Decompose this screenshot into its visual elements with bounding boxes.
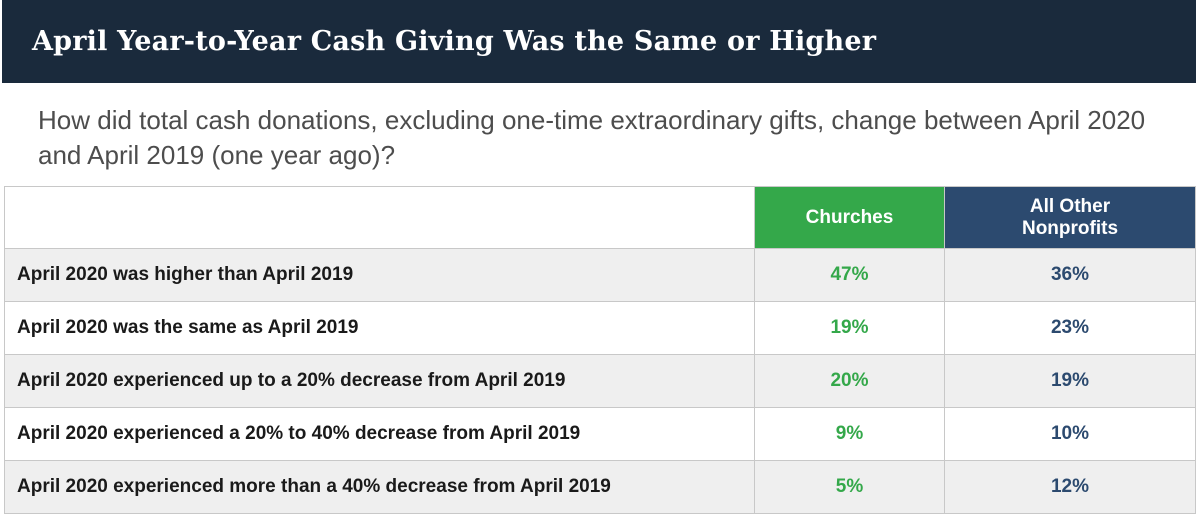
row-label: April 2020 was the same as April 2019 (4, 301, 755, 355)
row-label: April 2020 was higher than April 2019 (4, 248, 755, 302)
churches-value: 19% (754, 301, 945, 355)
nonprofits-value: 36% (944, 248, 1196, 302)
chart-subtitle: How did total cash donations, excluding … (38, 105, 1146, 170)
table-row: April 2020 experienced up to a 20% decre… (4, 354, 1196, 408)
row-label: April 2020 experienced a 20% to 40% decr… (4, 407, 755, 461)
header-churches: Churches (754, 186, 945, 249)
header-nonprofits: All Other Nonprofits (944, 186, 1196, 249)
data-table: Churches All Other Nonprofits April 2020… (4, 186, 1196, 514)
nonprofits-value: 23% (944, 301, 1196, 355)
header-blank-cell (4, 186, 755, 249)
table-row: April 2020 experienced a 20% to 40% decr… (4, 407, 1196, 461)
churches-value: 5% (754, 460, 945, 514)
row-label: April 2020 experienced more than a 40% d… (4, 460, 755, 514)
churches-value: 20% (754, 354, 945, 408)
chart-title: April Year-to-Year Cash Giving Was the S… (32, 26, 877, 57)
table-row: April 2020 was higher than April 2019 47… (4, 248, 1196, 302)
header-nonprofits-label: All Other Nonprofits (1021, 195, 1119, 239)
nonprofits-value: 19% (944, 354, 1196, 408)
nonprofits-value: 12% (944, 460, 1196, 514)
churches-value: 9% (754, 407, 945, 461)
table-row: April 2020 was the same as April 2019 19… (4, 301, 1196, 355)
title-bar: April Year-to-Year Cash Giving Was the S… (2, 0, 1196, 83)
churches-value: 47% (754, 248, 945, 302)
table-row: April 2020 experienced more than a 40% d… (4, 460, 1196, 514)
row-label: April 2020 experienced up to a 20% decre… (4, 354, 755, 408)
header-row: Churches All Other Nonprofits (4, 186, 1196, 249)
nonprofits-value: 10% (944, 407, 1196, 461)
